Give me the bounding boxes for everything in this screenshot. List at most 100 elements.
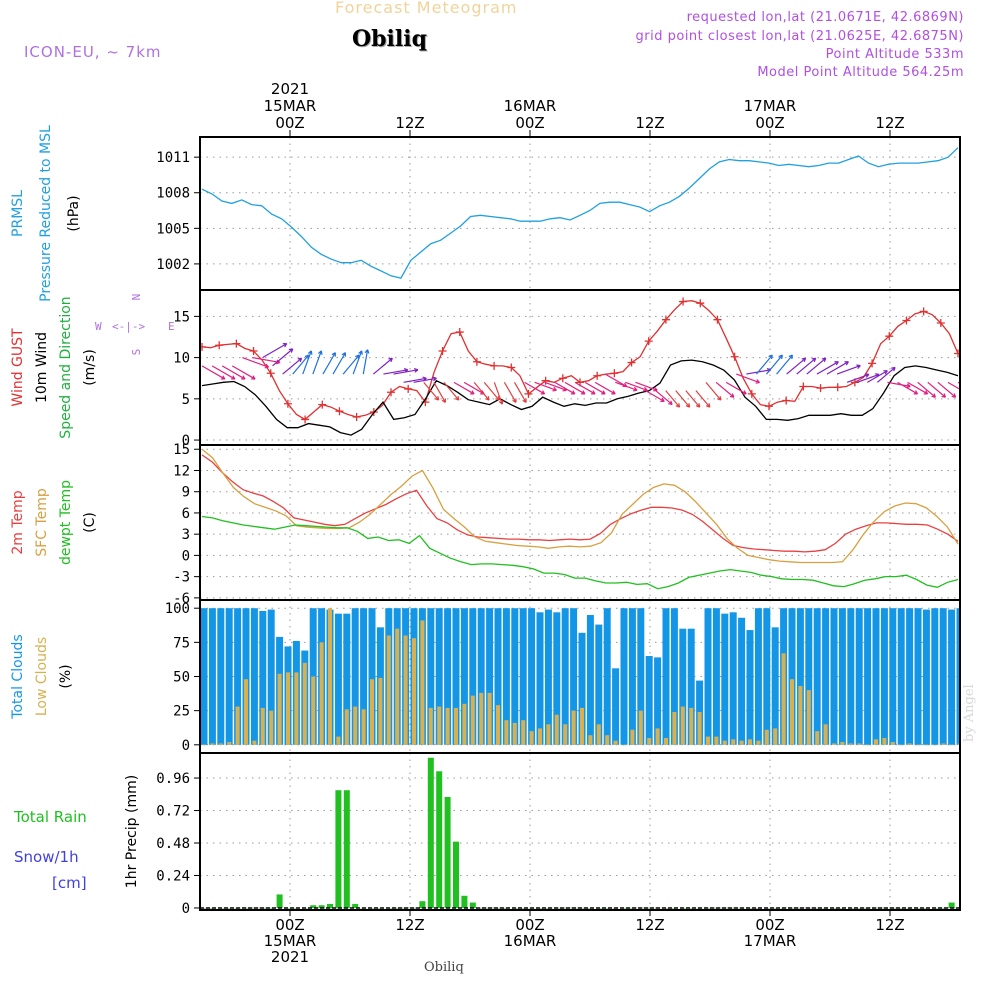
bar-clouds-0-68 <box>771 627 779 745</box>
top-tick-label-5-0: 12Z <box>875 114 904 132</box>
bar-clouds-1-4 <box>235 706 240 745</box>
panel-pressure: 1002 1005 1008 1011 PRMSL Pressure Reduced to… <box>10 125 961 302</box>
compass-axis: <-|-> <box>112 320 145 333</box>
bar-clouds-0-74 <box>822 608 830 745</box>
bar-clouds-1-3 <box>227 742 232 745</box>
bar-clouds-1-22 <box>386 635 391 745</box>
bar-clouds-1-74 <box>823 724 828 745</box>
bar-clouds-0-49 <box>612 668 620 745</box>
gust-marker-14 <box>318 400 327 409</box>
bar-clouds-0-62 <box>721 613 729 745</box>
footer-station: Obiliq <box>424 960 464 975</box>
bar-precip-0-28 <box>436 771 443 908</box>
bar-clouds-0-83 <box>897 608 905 745</box>
meteogram-title: Forecast Meteogram <box>335 0 518 17</box>
bar-clouds-1-16 <box>336 736 341 745</box>
ytick-label-precip-3: 0.72 <box>156 804 190 820</box>
bar-clouds-1-11 <box>294 672 299 745</box>
bar-precip-0-91 <box>965 908 971 909</box>
bar-clouds-0-1 <box>208 608 216 745</box>
bar-clouds-0-35 <box>494 608 502 745</box>
wind-arrow-57 <box>776 354 794 375</box>
bar-clouds-0-80 <box>872 608 880 745</box>
frame-precip <box>199 752 961 911</box>
ytick-label-temperature-0: -6 <box>173 591 190 607</box>
bar-clouds-0-39 <box>528 608 536 745</box>
gust-marker-24 <box>404 384 413 393</box>
bar-clouds-1-9 <box>277 673 282 745</box>
bar-clouds-0-86 <box>922 609 930 745</box>
bar-clouds-1-46 <box>588 735 593 745</box>
bar-clouds-1-41 <box>546 724 551 745</box>
bar-clouds-0-3 <box>225 608 233 745</box>
bar-clouds-1-42 <box>554 714 559 745</box>
wind-arrow-35 <box>554 381 576 395</box>
bar-clouds-0-47 <box>595 624 603 745</box>
bar-clouds-1-53 <box>647 737 652 745</box>
frame-wind <box>199 289 961 446</box>
panel-temperature: -6 -3 0 3 6 9 12 15 2m Temp SFC Temp dewpt Temp (C) <box>10 442 961 607</box>
bar-clouds-1-81 <box>882 737 887 745</box>
bar-clouds-1-51 <box>630 729 635 745</box>
gust-marker-16 <box>335 407 344 416</box>
wind-arrow-75 <box>957 381 960 385</box>
bar-clouds-1-23 <box>395 628 400 745</box>
bar-clouds-0-66 <box>754 608 762 745</box>
bar-precip-0-30 <box>453 841 459 908</box>
bottom-tick-label-0-0: 00Z <box>275 916 304 934</box>
bar-clouds-1-10 <box>286 672 290 745</box>
axis-label-temperature-0: 2m Temp <box>10 490 26 554</box>
bar-precip-0-53 <box>646 907 653 909</box>
bar-clouds-0-70 <box>788 608 796 745</box>
compass-s: S <box>130 349 143 356</box>
wind-arrow-74 <box>947 381 960 391</box>
bar-clouds-1-66 <box>756 740 761 745</box>
top-tick-label-1-0: 12Z <box>395 114 424 132</box>
bar-clouds-1-71 <box>798 686 803 745</box>
bar-precip-0-83 <box>898 907 905 909</box>
wind-arrow-17 <box>372 357 393 375</box>
bar-clouds-1-7 <box>260 707 265 745</box>
wind-arrow-62 <box>826 361 849 375</box>
plot-area-precip <box>200 757 971 909</box>
ytick-label-temperature-7: 15 <box>173 442 190 458</box>
bar-clouds-1-12 <box>302 662 307 745</box>
wind-arrow-31 <box>513 382 527 403</box>
bar-clouds-1-18 <box>353 706 358 745</box>
wind-arrow-29 <box>493 382 504 405</box>
axis-label-temperature-3: (C) <box>82 512 98 533</box>
ytick-label-temperature-3: 3 <box>182 527 190 543</box>
axis-label-clouds-1: Low Clouds <box>34 637 50 716</box>
ytick-label-wind-1: 5 <box>182 392 190 408</box>
wind-arrow-27 <box>473 381 490 401</box>
bar-clouds-1-78 <box>857 743 862 745</box>
bar-precip-0-58 <box>688 907 695 909</box>
series-pressure-0 <box>201 147 959 279</box>
bar-precip-0-38 <box>520 907 527 909</box>
bar-clouds-1-39 <box>529 731 534 745</box>
ytick-label-wind-2: 10 <box>173 351 190 367</box>
ytick-label-temperature-4: 6 <box>182 506 190 522</box>
wind-arrow-61 <box>816 361 839 375</box>
wind-arrow-48 <box>685 390 701 408</box>
bar-clouds-0-33 <box>477 608 485 745</box>
gust-marker-74 <box>833 383 842 392</box>
series-temperature-2 <box>201 515 959 590</box>
bar-clouds-1-75 <box>832 743 836 745</box>
gust-marker-32 <box>472 357 481 366</box>
bar-clouds-1-87 <box>932 744 937 746</box>
wind-arrow-32 <box>524 381 546 395</box>
bar-clouds-1-5 <box>244 679 248 745</box>
axis-label-pressure-0: PRMSL <box>10 190 26 237</box>
bar-precip-0-18 <box>352 903 359 908</box>
bar-precip-0-89 <box>948 902 955 908</box>
bar-clouds-0-89 <box>948 609 956 745</box>
gust-marker-10 <box>283 399 292 408</box>
bar-clouds-1-38 <box>521 720 526 745</box>
ytick-label-wind-3: 15 <box>173 309 190 325</box>
wind-arrow-30 <box>503 382 517 403</box>
bar-precip-0-32 <box>469 902 476 908</box>
ytick-label-clouds-4: 100 <box>165 601 190 617</box>
bar-clouds-1-64 <box>739 740 744 745</box>
